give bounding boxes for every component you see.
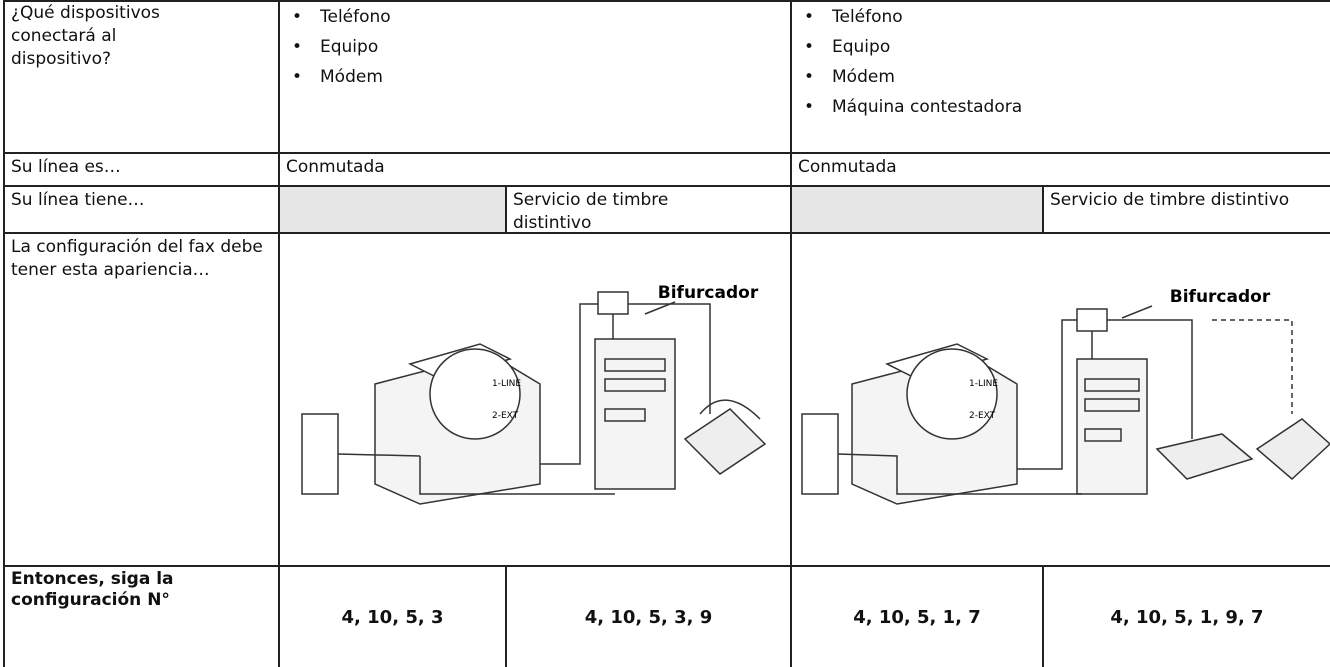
port-label: 2-EXT bbox=[492, 411, 519, 421]
list-item: Teléfono bbox=[804, 2, 1316, 32]
result: 4, 10, 5, 3 bbox=[341, 606, 444, 628]
border bbox=[505, 565, 507, 667]
cell: Conmutada bbox=[798, 157, 897, 177]
row-label: Su línea tiene… bbox=[11, 190, 145, 210]
border bbox=[3, 152, 1330, 154]
result: 4, 10, 5, 3, 9 bbox=[584, 606, 713, 628]
border bbox=[3, 0, 5, 667]
border bbox=[278, 0, 280, 667]
empty-cell bbox=[280, 187, 505, 232]
cell: Servicio de timbre distintivo bbox=[1050, 190, 1290, 210]
border bbox=[1042, 565, 1044, 667]
border bbox=[3, 0, 1330, 2]
border bbox=[1042, 185, 1044, 232]
setup-illustration: Bifurcador 1-LINE 2-EXT bbox=[301, 283, 767, 505]
row-label: ¿Qué dispositivos conectará al dispositi… bbox=[11, 3, 160, 69]
border bbox=[3, 232, 1330, 234]
port-label: 2-EXT bbox=[969, 411, 996, 421]
list-item: Equipo bbox=[292, 32, 774, 62]
result: 4, 10, 5, 1, 9, 7 bbox=[1110, 606, 1264, 628]
empty-cell bbox=[792, 187, 1042, 232]
list-item: Módem bbox=[292, 62, 774, 92]
setup-illustration: Bifurcador 1-LINE 2-EXT bbox=[801, 287, 1330, 505]
row-label: Entonces, siga la configuración N° bbox=[11, 569, 174, 610]
cell: Servicio de timbre distintivo bbox=[513, 190, 669, 233]
border bbox=[3, 565, 1330, 567]
cell: Conmutada bbox=[286, 157, 385, 177]
row-label: La configuración del fax debe tener esta… bbox=[11, 237, 263, 280]
device-list: Teléfono Equipo Módem bbox=[280, 0, 780, 94]
list-item: Teléfono bbox=[292, 2, 774, 32]
list-item: Módem bbox=[804, 62, 1316, 92]
border bbox=[3, 185, 1330, 187]
list-item: Equipo bbox=[804, 32, 1316, 62]
list-item: Máquina contestadora bbox=[804, 92, 1316, 122]
port-label: 1-LINE bbox=[969, 379, 998, 389]
splitter-label: Bifurcador bbox=[658, 283, 759, 303]
splitter-label: Bifurcador bbox=[1170, 287, 1271, 307]
border bbox=[505, 185, 507, 232]
row-label: Su línea es… bbox=[11, 157, 121, 177]
border bbox=[790, 0, 792, 667]
device-list: Teléfono Equipo Módem Máquina contestado… bbox=[792, 0, 1322, 124]
result: 4, 10, 5, 1, 7 bbox=[853, 606, 981, 628]
port-label: 1-LINE bbox=[492, 379, 521, 389]
